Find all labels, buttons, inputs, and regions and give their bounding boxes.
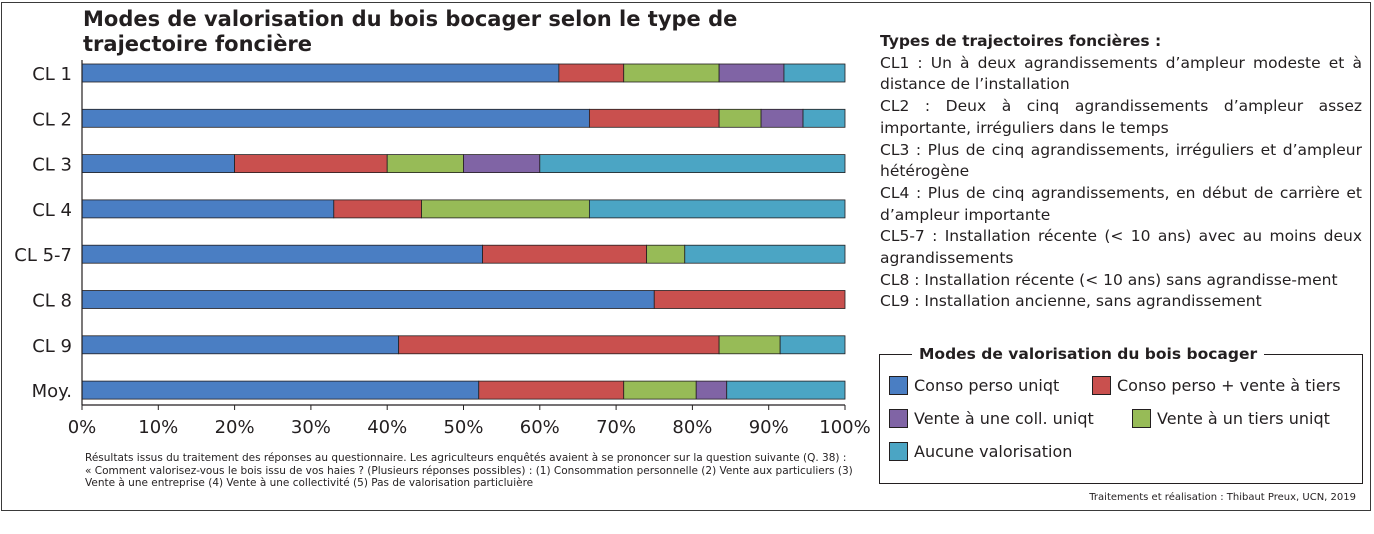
bar-segment [421,199,590,219]
legend-label: Vente à un tiers uniqt [1157,409,1330,428]
bar-segment [718,63,785,83]
bar-segment [478,380,625,400]
bar-segment [726,380,846,400]
bar-segment [81,154,236,174]
legend-label: Conso perso + vente à tiers [1117,376,1341,395]
bar-segment [81,199,335,219]
x-tick-label: 0% [68,417,97,438]
bar-segment [333,199,422,219]
trajectory-type-cl2: CL2 : Deux à cinq agrandissements d’ampl… [880,97,1362,137]
bar-segment [779,335,846,355]
bar-segment [81,244,483,264]
bar-segment [81,380,480,400]
trajectory-type-cl1: CL1 : Un à deux agrandissements d’ampleu… [880,53,1362,94]
x-tick-label: 70% [596,417,636,438]
x-tick-label: 20% [215,417,255,438]
trajectory-types-title: Types de trajectoires foncières : [880,32,1162,50]
legend-item-vente-coll: Vente à une coll. uniqt [889,409,1094,428]
legend-item-aucune: Aucune valorisation [889,442,1072,461]
category-label: CL 3 [32,155,72,176]
bar-segment [81,63,560,83]
bar-segment [234,154,388,174]
bar-segment [81,108,590,128]
category-label: Moy. [32,381,72,402]
bar-segment [623,63,720,83]
category-label: CL 1 [32,64,72,85]
bar-segment [539,154,846,174]
trajectory-type-cl4: CL4 : Plus de cinq agrandissements, en d… [880,183,1362,224]
x-tick-label: 30% [291,417,331,438]
legend-item-conso-perso: Conso perso uniqt [889,376,1059,395]
bar-segment [653,290,846,309]
x-tick-label: 50% [443,417,483,438]
legend-title: Modes de valorisation du bois bocager [912,344,1265,364]
bar-segment [783,63,846,83]
legend-label: Vente à une coll. uniqt [914,409,1094,428]
bar-segment [386,154,464,174]
bar-segment [646,244,686,264]
bar-segment [588,108,720,128]
x-tick-label: 10% [138,417,178,438]
legend-swatch [889,409,908,428]
trajectory-types-panel: Types de trajectoires foncières : CL1 : … [880,31,1362,313]
legend-swatch [889,376,908,395]
bar-segment [760,108,804,128]
trajectory-type-cl3: CL3 : Plus de cinq agrandissements, irré… [880,140,1362,181]
legend-item-conso-vente: Conso perso + vente à tiers [1092,376,1341,395]
category-label: CL 4 [32,200,72,221]
category-label: CL 2 [32,109,72,130]
category-label: CL 9 [32,336,72,357]
figure-frame [1,2,1371,511]
bar-segment [558,63,625,83]
x-tick-label: 40% [367,417,407,438]
bar-segment [588,199,846,219]
bar-segment [718,108,762,128]
bar-segment [695,380,728,400]
category-label: CL 5-7 [14,245,72,266]
bar-segment [623,380,697,400]
bar-segment [684,244,846,264]
bar-segment [463,154,541,174]
trajectory-type-cl8: CL8 : Installation récente (< 10 ans) sa… [880,270,1338,289]
x-tick-label: 80% [672,417,712,438]
bar-segment [398,335,720,355]
chart-title: Modes de valorisation du bois bocager se… [83,7,738,56]
chart-legend: Modes de valorisation du bois bocager Co… [879,344,1363,484]
legend-swatch [889,442,908,461]
credit: Traitements et réalisation : Thibaut Pre… [1089,492,1356,503]
trajectory-type-cl9: CL9 : Installation ancienne, sans agrand… [880,292,1262,311]
source-note: Résultats issus du traitement des répons… [85,452,853,490]
bar-segment [81,335,400,355]
legend-item-vente-tiers: Vente à un tiers uniqt [1132,409,1330,428]
bar-segment [718,335,781,355]
bar-segment [482,244,648,264]
category-label: CL 8 [32,291,72,312]
bar-segment [81,290,655,309]
x-tick-label: 90% [749,417,789,438]
legend-label: Conso perso uniqt [914,376,1060,395]
bar-segment [802,108,846,128]
legend-label: Aucune valorisation [914,442,1073,461]
trajectory-type-cl5-7: CL5-7 : Installation récente (< 10 ans) … [880,227,1362,268]
x-tick-label: 60% [520,417,560,438]
legend-swatch [1132,409,1151,428]
stacked-bar-chart: CL 1 CL 2 CL 3 CL 4 CL 5-7 CL 8 CL 9 Moy. 0% 10% 2… [14,60,870,438]
x-tick-label: 100% [819,417,870,438]
legend-swatch [1092,376,1111,395]
